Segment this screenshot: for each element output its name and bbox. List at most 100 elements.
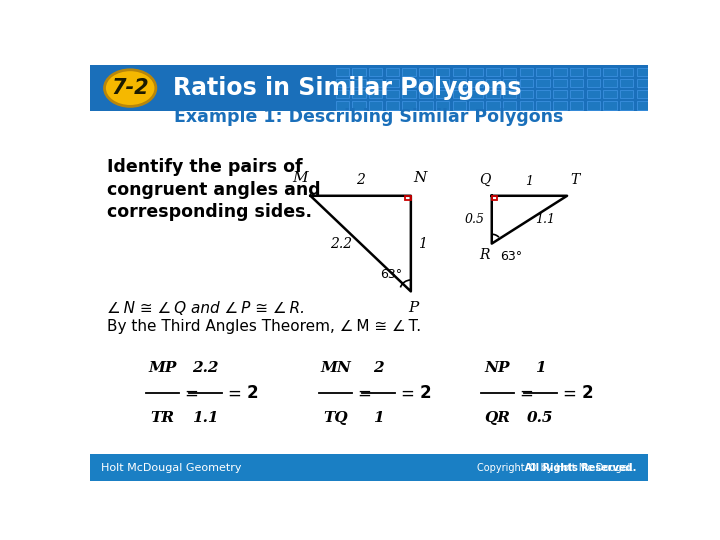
Text: 2.2: 2.2 [192, 361, 219, 375]
Text: 2: 2 [582, 384, 593, 402]
Bar [587, 90, 600, 98]
Text: 1.1: 1.1 [192, 411, 219, 425]
Text: R: R [479, 248, 490, 262]
Bar [637, 90, 650, 98]
Text: 2.2: 2.2 [330, 237, 352, 251]
Text: =: = [358, 384, 372, 402]
Bar [352, 68, 366, 76]
Bar [553, 68, 567, 76]
Text: T: T [570, 173, 579, 187]
Bar [402, 79, 416, 87]
Text: 7-2: 7-2 [112, 78, 149, 98]
Text: Q: Q [479, 173, 490, 187]
Bar [570, 68, 583, 76]
Text: TQ: TQ [323, 411, 348, 425]
Text: =: = [400, 384, 415, 402]
Bar [453, 79, 466, 87]
Bar [386, 102, 399, 110]
Bar [419, 90, 433, 98]
Bar [436, 90, 449, 98]
Bar [637, 102, 650, 110]
FancyBboxPatch shape [90, 454, 648, 481]
Bar [436, 102, 449, 110]
Bar [603, 102, 617, 110]
Bar [553, 102, 567, 110]
Text: QR: QR [485, 411, 510, 425]
Bar [419, 79, 433, 87]
FancyBboxPatch shape [90, 65, 648, 111]
Bar [386, 68, 399, 76]
Bar [570, 79, 583, 87]
Bar [570, 102, 583, 110]
Text: 2: 2 [356, 173, 365, 187]
Bar [369, 102, 382, 110]
Bar [469, 79, 483, 87]
Bar [587, 68, 600, 76]
Text: corresponding sides.: corresponding sides. [107, 204, 312, 221]
Text: By the Third Angles Theorem, ∠ M ≅ ∠ T.: By the Third Angles Theorem, ∠ M ≅ ∠ T. [107, 319, 421, 334]
Bar [402, 90, 416, 98]
Bar [536, 102, 550, 110]
Bar [486, 79, 500, 87]
Text: congruent angles and: congruent angles and [107, 180, 320, 199]
Bar [336, 79, 349, 87]
Bar [453, 90, 466, 98]
Ellipse shape [104, 70, 156, 106]
Bar [402, 102, 416, 110]
Text: 1: 1 [535, 361, 546, 375]
Bar [620, 102, 634, 110]
Bar [587, 102, 600, 110]
Bar [369, 79, 382, 87]
Text: =: = [228, 384, 241, 402]
Bar [386, 79, 399, 87]
Bar [520, 102, 533, 110]
Text: MP: MP [148, 361, 176, 375]
Bar [587, 79, 600, 87]
Text: MN: MN [320, 361, 351, 375]
Bar [620, 68, 634, 76]
Text: 1.1: 1.1 [535, 213, 555, 226]
Bar [536, 90, 550, 98]
Bar [603, 79, 617, 87]
Text: 1: 1 [373, 411, 384, 425]
Bar [469, 90, 483, 98]
Bar [536, 68, 550, 76]
Bar [486, 68, 500, 76]
Bar [405, 196, 411, 200]
Bar [336, 90, 349, 98]
Bar [503, 90, 516, 98]
Text: =: = [184, 384, 199, 402]
Bar [352, 90, 366, 98]
Bar [553, 79, 567, 87]
Bar [402, 68, 416, 76]
Text: 63°: 63° [380, 268, 402, 281]
Text: Example 1: Describing Similar Polygons: Example 1: Describing Similar Polygons [174, 108, 564, 126]
Bar [492, 196, 497, 199]
Bar [520, 79, 533, 87]
Bar [453, 68, 466, 76]
Bar [486, 102, 500, 110]
Bar [620, 90, 634, 98]
Bar [336, 68, 349, 76]
Bar [486, 90, 500, 98]
Text: ∠ N ≅ ∠ Q and ∠ P ≅ ∠ R.: ∠ N ≅ ∠ Q and ∠ P ≅ ∠ R. [107, 301, 305, 315]
Bar [503, 102, 516, 110]
Text: Copyright © by Holt Mc Dougal.: Copyright © by Holt Mc Dougal. [477, 462, 637, 472]
Text: Holt McDougal Geometry: Holt McDougal Geometry [101, 462, 242, 472]
Bar [369, 68, 382, 76]
Bar [436, 79, 449, 87]
Text: =: = [562, 384, 576, 402]
Text: NP: NP [485, 361, 510, 375]
Text: 2: 2 [247, 384, 258, 402]
Text: 63°: 63° [500, 250, 522, 263]
Text: Ratios in Similar Polygons: Ratios in Similar Polygons [173, 76, 521, 100]
Bar [336, 102, 349, 110]
Text: P: P [408, 301, 419, 315]
Bar [536, 79, 550, 87]
Bar [386, 90, 399, 98]
Bar [503, 68, 516, 76]
Bar [637, 68, 650, 76]
Text: 2: 2 [420, 384, 431, 402]
Bar [419, 102, 433, 110]
Bar [570, 90, 583, 98]
